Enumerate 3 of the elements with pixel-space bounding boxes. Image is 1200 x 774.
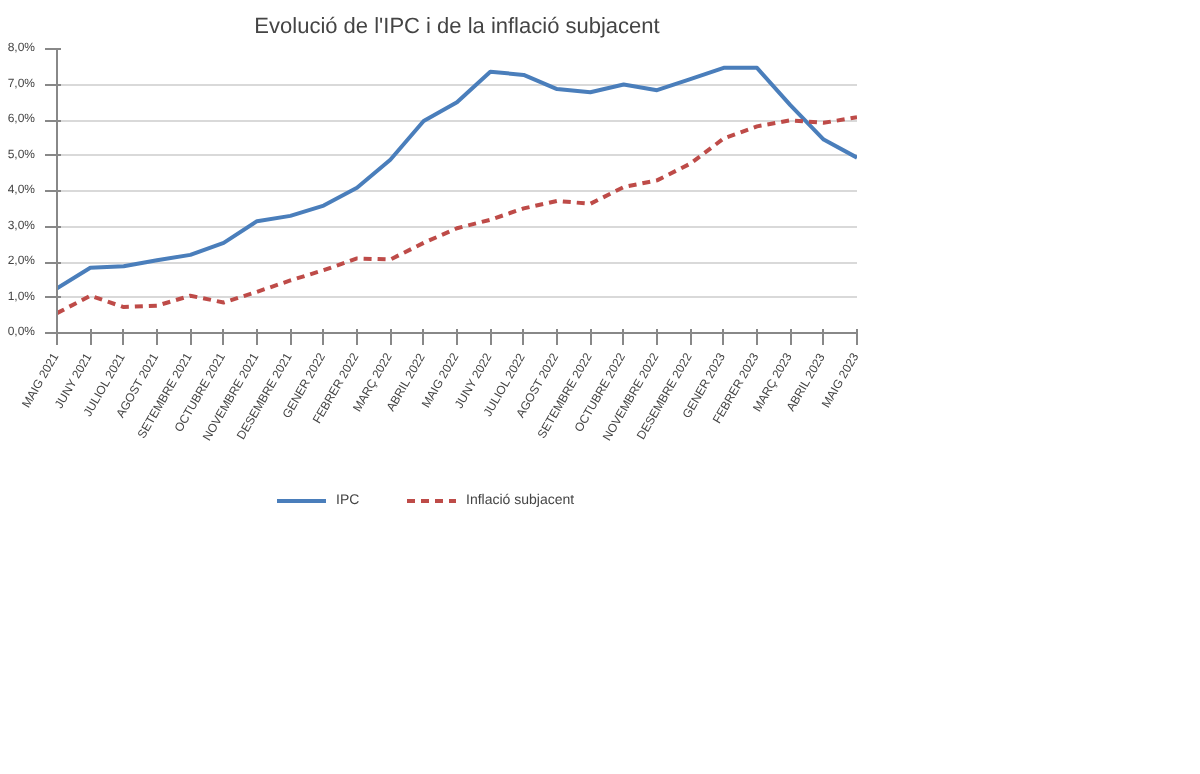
line-series: [57, 115, 857, 316]
line-series: [57, 65, 857, 291]
chart-title: Evolució de l'IPC i de la inflació subjacent: [254, 15, 660, 39]
